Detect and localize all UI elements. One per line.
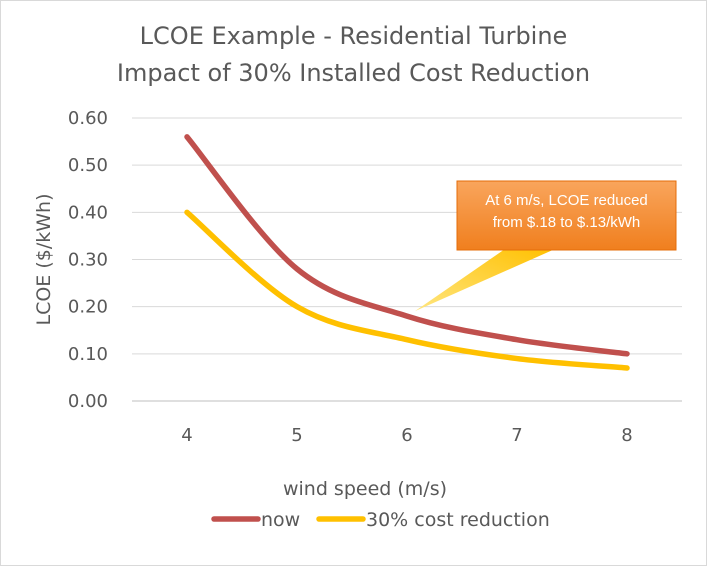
legend-label: now — [261, 509, 300, 531]
x-axis-ticks: 4 5 6 7 8 — [181, 425, 632, 446]
legend-label: 30% cost reduction — [366, 509, 550, 531]
y-tick-label: 0.50 — [68, 155, 108, 176]
y-tick-label: 0.10 — [68, 344, 108, 365]
y-axis-label: LCOE ($/kWh) — [33, 194, 55, 326]
gridlines — [132, 117, 682, 402]
x-tick-label: 7 — [511, 425, 522, 446]
chart-subtitle: Impact of 30% Installed Cost Reduction — [116, 59, 591, 87]
series-line-cost-reduction — [184, 209, 630, 371]
callout-text-line: from $.18 to $.13/kWh — [493, 214, 641, 231]
x-tick-label: 8 — [621, 425, 632, 446]
callout-box — [456, 180, 677, 251]
y-tick-label: 0.20 — [68, 297, 108, 318]
x-tick-label: 6 — [401, 425, 412, 446]
y-tick-label: 0.30 — [68, 250, 108, 271]
x-axis-label: wind speed (m/s) — [283, 478, 447, 500]
annotation-callout: At 6 m/s, LCOE reduced from $.18 to $.13/… — [415, 180, 677, 312]
y-tick-label: 0.00 — [68, 391, 108, 412]
chart-title: LCOE Example - Residential Turbine — [139, 22, 568, 50]
x-tick-label: 5 — [291, 425, 302, 446]
legend: now 30% cost reduction — [211, 509, 550, 531]
y-tick-label: 0.40 — [68, 202, 108, 223]
x-tick-label: 4 — [181, 425, 192, 446]
callout-pointer — [415, 249, 555, 312]
series-line-now — [184, 134, 630, 357]
y-tick-label: 0.60 — [68, 108, 108, 129]
y-axis-ticks: 0.00 0.10 0.20 0.30 0.40 0.50 0.60 — [68, 108, 108, 412]
series-lines — [184, 134, 630, 371]
callout-text-line: At 6 m/s, LCOE reduced — [485, 192, 648, 209]
